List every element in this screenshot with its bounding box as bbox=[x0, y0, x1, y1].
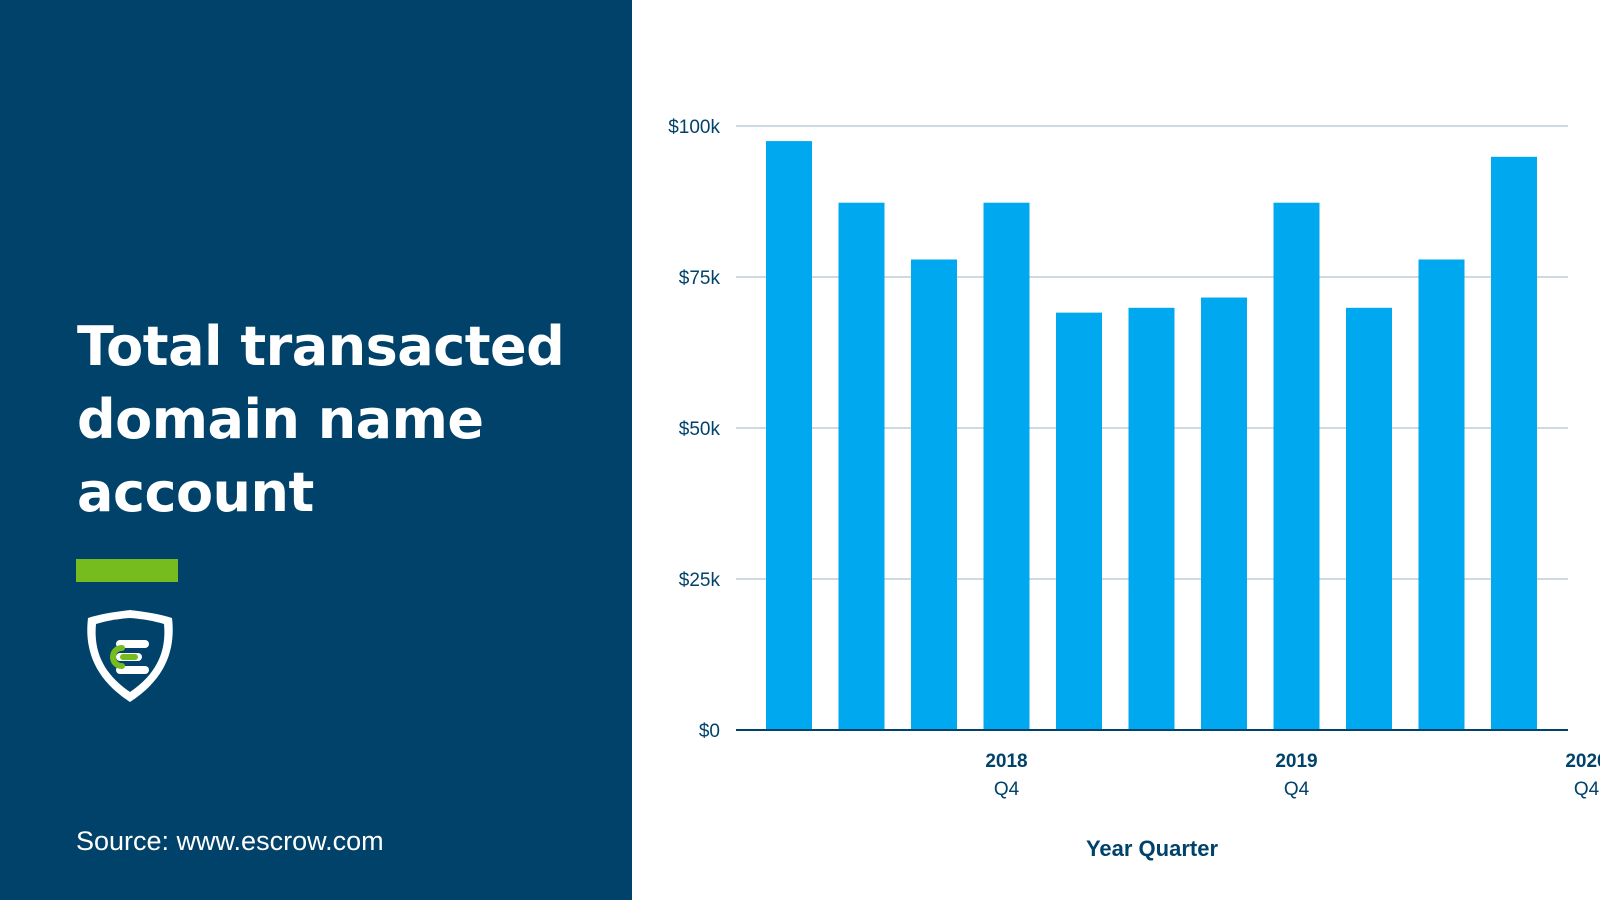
bar bbox=[838, 202, 885, 730]
y-tick-label: $0 bbox=[699, 721, 720, 742]
y-tick-label: $25k bbox=[679, 570, 721, 591]
x-axis-title: Year Quarter bbox=[1086, 836, 1219, 861]
escrow-shield-logo bbox=[87, 610, 173, 702]
title-line: account bbox=[77, 461, 314, 524]
accent-bar bbox=[76, 559, 178, 582]
x-tick-year-label: 2020 bbox=[1565, 751, 1600, 772]
bar bbox=[983, 202, 1030, 730]
title-line: domain name bbox=[77, 388, 484, 451]
bar bbox=[766, 141, 812, 731]
bar bbox=[1056, 312, 1102, 730]
bar bbox=[1346, 307, 1392, 730]
y-tick-label: $50k bbox=[679, 419, 721, 440]
bar-chart: $0 $25k $50k $75k $100k 2018 Q4 2019 Q4 2020 Q4 Y… bbox=[668, 117, 1600, 861]
title-panel: Total transacted domain name account Sou… bbox=[0, 0, 632, 900]
x-tick-year-label: 2018 bbox=[985, 751, 1027, 772]
bar bbox=[1418, 259, 1465, 730]
bars bbox=[766, 141, 1537, 731]
title-line: Total transacted bbox=[77, 315, 565, 378]
bar bbox=[1201, 297, 1247, 730]
y-tick-label: $100k bbox=[668, 117, 720, 138]
bar bbox=[911, 259, 957, 730]
x-tick-quarter-label: Q4 bbox=[994, 779, 1020, 800]
y-axis-ticks: $0 $25k $50k $75k $100k bbox=[668, 117, 720, 742]
chart-title: Total transacted domain name account bbox=[77, 310, 597, 529]
x-axis-ticks: 2018 Q4 2019 Q4 2020 Q4 bbox=[985, 751, 1600, 800]
x-tick-quarter-label: Q4 bbox=[1284, 779, 1310, 800]
source-note: Source: www.escrow.com bbox=[76, 826, 384, 856]
bar bbox=[1491, 156, 1537, 730]
bar bbox=[1128, 307, 1175, 730]
x-tick-year-label: 2019 bbox=[1275, 751, 1317, 772]
chart-area: $0 $25k $50k $75k $100k 2018 Q4 2019 Q4 2020 Q4 Y… bbox=[632, 0, 1600, 900]
x-tick-quarter-label: Q4 bbox=[1574, 779, 1600, 800]
y-tick-label: $75k bbox=[679, 268, 721, 289]
bar bbox=[1273, 202, 1320, 730]
